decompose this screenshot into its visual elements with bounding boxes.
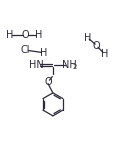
- Text: NH: NH: [61, 60, 76, 70]
- Text: Cl: Cl: [20, 45, 30, 55]
- Text: 2: 2: [72, 64, 76, 70]
- Text: H: H: [100, 49, 107, 59]
- Text: H: H: [40, 48, 47, 58]
- Text: H: H: [35, 30, 42, 40]
- Text: O: O: [92, 41, 100, 51]
- Text: HN: HN: [29, 60, 44, 70]
- Text: H: H: [5, 30, 13, 40]
- Text: O: O: [44, 77, 52, 87]
- Text: H: H: [83, 33, 90, 43]
- Text: O: O: [21, 30, 29, 40]
